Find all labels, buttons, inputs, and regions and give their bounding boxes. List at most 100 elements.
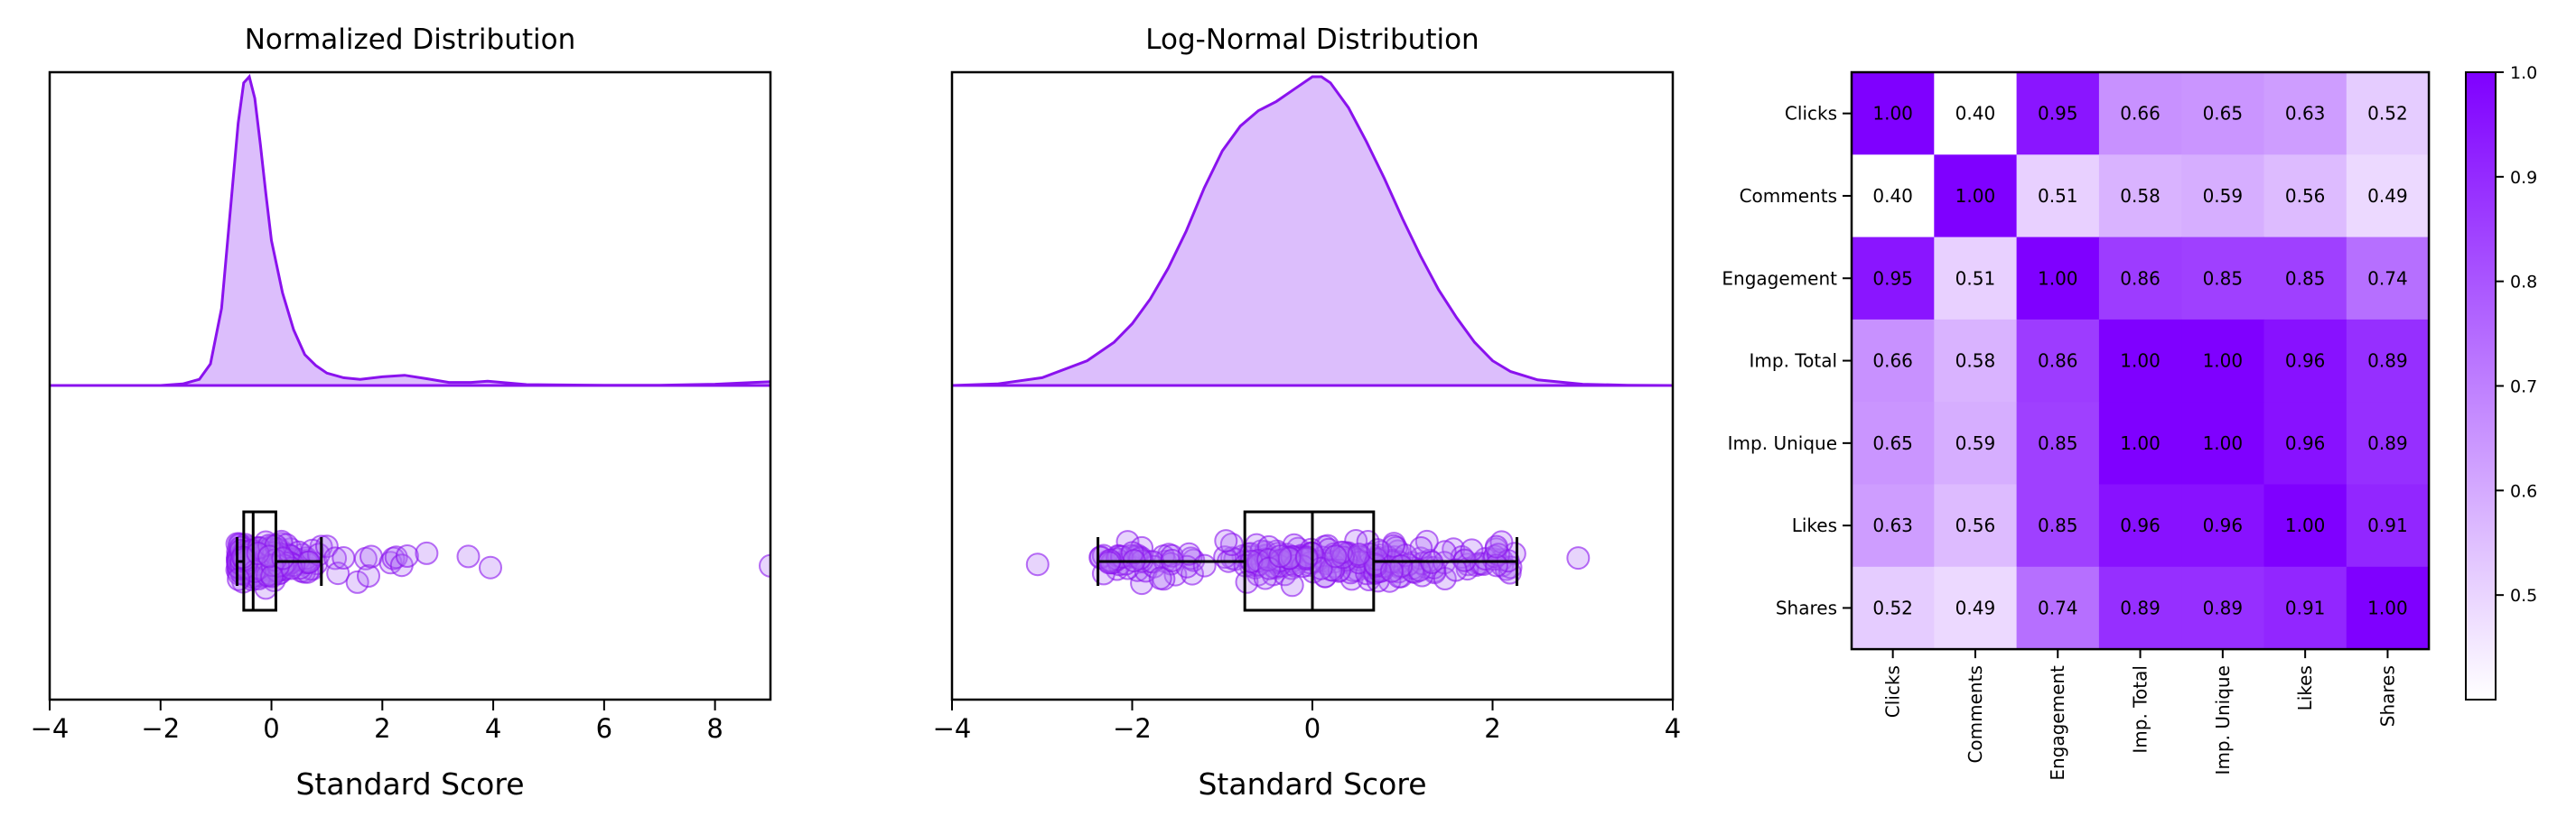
x-axis-label: Standard Score xyxy=(295,766,524,802)
colorbar xyxy=(2465,71,2497,701)
heatmap-value: 1.00 xyxy=(2120,432,2161,454)
data-point xyxy=(395,544,419,568)
heatmap-value: 0.96 xyxy=(2120,515,2161,536)
data-point xyxy=(1460,538,1484,562)
heatmap-value: 0.89 xyxy=(2203,597,2244,618)
heatmap-cell xyxy=(1852,72,1935,155)
heatmap-cell xyxy=(2263,237,2347,320)
heatmap-cell xyxy=(1934,237,2018,320)
x-tick-label: Shares xyxy=(2376,665,2398,727)
heatmap-value: 0.74 xyxy=(2038,597,2078,618)
data-point xyxy=(1323,544,1348,569)
heatmap-cell xyxy=(2263,402,2347,486)
heatmap-cell xyxy=(2016,319,2100,403)
heatmap-value: 0.91 xyxy=(2285,597,2326,618)
data-point xyxy=(1366,538,1390,562)
data-point xyxy=(1379,559,1404,583)
heatmap-cell xyxy=(1852,319,1935,403)
heatmap-value: 0.74 xyxy=(2367,267,2408,289)
x-tick-label: −4 xyxy=(31,713,70,744)
density-area xyxy=(50,77,770,385)
heatmap-value: 0.86 xyxy=(2038,350,2078,372)
heatmap-cell xyxy=(1852,402,1935,486)
heatmap-value: 0.49 xyxy=(1955,597,1996,618)
data-point xyxy=(456,544,481,569)
data-point xyxy=(1268,544,1293,569)
heatmap-cell xyxy=(2263,566,2347,650)
data-point xyxy=(357,564,380,588)
density-area xyxy=(952,77,1673,385)
heatmap-cell xyxy=(2016,237,2100,320)
heatmap-value: 0.63 xyxy=(1872,515,1913,536)
heatmap-cell xyxy=(2263,154,2347,238)
heatmap-cell xyxy=(1934,566,2018,650)
heatmap-value: 1.00 xyxy=(2203,432,2244,454)
data-point xyxy=(1120,541,1144,565)
data-point xyxy=(1484,534,1508,559)
heatmap-value: 0.56 xyxy=(1955,515,1996,536)
x-tick-label: 2 xyxy=(1484,713,1500,744)
distribution-panel-2: −4 −2 0 2 4 Log-Normal Distribution Standard S… xyxy=(933,23,1682,802)
colorbar-tick-label: 0.9 xyxy=(2510,168,2537,188)
heatmap-cell xyxy=(2181,154,2265,238)
heatmap-value: 0.56 xyxy=(2285,185,2326,207)
data-point xyxy=(1347,543,1371,567)
x-tick-label: Imp. Unique xyxy=(2212,665,2234,775)
heatmap-cell xyxy=(2346,154,2430,238)
data-point xyxy=(271,546,295,571)
colorbar-tick-label: 0.6 xyxy=(2510,481,2537,501)
plot-area xyxy=(50,73,770,612)
heatmap-value: 0.95 xyxy=(1872,267,1913,289)
heatmap-value: 0.51 xyxy=(2038,185,2078,207)
heatmap-cell xyxy=(2346,484,2430,568)
data-point xyxy=(1025,552,1050,577)
data-point xyxy=(759,553,770,578)
heatmap-cell xyxy=(2181,237,2265,320)
heatmap-cell xyxy=(1934,72,2018,155)
panel-title: Normalized Distribution xyxy=(245,23,576,56)
data-point xyxy=(1214,529,1238,553)
heatmap-cell xyxy=(2098,154,2182,238)
y-tick-label: Shares xyxy=(1776,597,1837,618)
colorbar-tick-label: 1.0 xyxy=(2510,63,2537,83)
heatmap-cell xyxy=(1852,237,1935,320)
heatmap-cell xyxy=(2346,566,2430,650)
data-point xyxy=(415,541,439,565)
x-tick-label: Clicks xyxy=(1882,665,1904,718)
heatmap-value: 0.85 xyxy=(2285,267,2326,289)
heatmap-cell xyxy=(1934,402,2018,486)
heatmap-value: 1.00 xyxy=(1955,185,1996,207)
heatmap-value: 0.52 xyxy=(1872,597,1913,618)
x-tick-label: 4 xyxy=(485,713,501,744)
heatmap-cell xyxy=(2181,566,2265,650)
panel-title: Log-Normal Distribution xyxy=(1145,23,1479,56)
density-line xyxy=(50,73,770,387)
heatmap-value: 0.49 xyxy=(2367,185,2408,207)
colorbar-tick-label: 0.8 xyxy=(2510,273,2537,292)
correlation-heatmap: 1.00 0.40 0.95 0.66 0.65 0.63 0.520.40 1.00 0.51… xyxy=(1722,63,2537,781)
heatmap-value: 0.96 xyxy=(2203,515,2244,536)
heatmap-value: 0.51 xyxy=(1955,267,1996,289)
x-tick-label: −2 xyxy=(141,713,180,744)
heatmap-cell xyxy=(2181,319,2265,403)
heatmap-value: 0.58 xyxy=(1955,350,1996,372)
x-tick-label: −2 xyxy=(1113,713,1152,744)
heatmap-value: 0.89 xyxy=(2120,597,2161,618)
heatmap-cell xyxy=(2181,402,2265,486)
data-point xyxy=(1327,558,1351,582)
x-tick-label: 4 xyxy=(1665,713,1681,744)
y-tick-label: Imp. Total xyxy=(1750,350,1838,372)
data-point xyxy=(1443,558,1468,582)
y-tick-label: Clicks xyxy=(1785,103,1837,125)
heatmap-value: 0.89 xyxy=(2367,350,2408,372)
heatmap-cell xyxy=(2016,402,2100,486)
heatmap-value: 0.40 xyxy=(1955,103,1996,125)
heatmap-cell xyxy=(1852,154,1935,238)
heatmap-value: 0.66 xyxy=(2120,103,2161,125)
heatmap-cell xyxy=(2098,72,2182,155)
heatmap-value: 1.00 xyxy=(2203,350,2244,372)
heatmap-cell xyxy=(1934,319,2018,403)
heatmap-cell xyxy=(1934,154,2018,238)
axes-frame xyxy=(48,70,772,701)
